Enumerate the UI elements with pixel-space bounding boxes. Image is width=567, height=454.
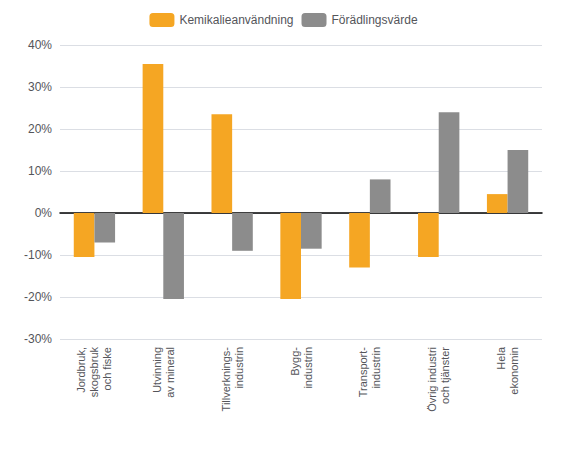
- svg-text:-30%: -30%: [24, 332, 52, 346]
- svg-text:10%: 10%: [28, 164, 52, 178]
- svg-text:20%: 20%: [28, 122, 52, 136]
- svg-text:industrin: industrin: [370, 347, 382, 389]
- svg-text:Kemikalieanvändning: Kemikalieanvändning: [179, 13, 293, 27]
- svg-text:Förädlingsvärde: Förädlingsvärde: [332, 13, 418, 27]
- svg-text:av mineral: av mineral: [164, 347, 176, 398]
- svg-text:Tillverknings-: Tillverknings-: [220, 347, 232, 412]
- svg-text:0%: 0%: [35, 206, 53, 220]
- svg-text:Utvinning: Utvinning: [151, 347, 163, 393]
- svg-text:industrin: industrin: [233, 347, 245, 389]
- svg-text:40%: 40%: [28, 38, 52, 52]
- svg-text:-10%: -10%: [24, 248, 52, 262]
- svg-text:Bygg-: Bygg-: [289, 347, 301, 376]
- svg-text:ekonomin: ekonomin: [508, 347, 520, 395]
- svg-text:och tjänster: och tjänster: [439, 347, 451, 404]
- svg-text:industrin: industrin: [302, 347, 314, 389]
- svg-text:Övrig industri: Övrig industri: [426, 347, 438, 412]
- svg-text:och fiske: och fiske: [101, 347, 113, 390]
- svg-text:skogsbruk: skogsbruk: [88, 347, 100, 398]
- svg-text:Transport-: Transport-: [357, 347, 369, 398]
- svg-text:Jordbruk,: Jordbruk,: [75, 347, 87, 393]
- svg-text:-20%: -20%: [24, 290, 52, 304]
- svg-text:Hela: Hela: [495, 346, 507, 370]
- svg-text:30%: 30%: [28, 80, 52, 94]
